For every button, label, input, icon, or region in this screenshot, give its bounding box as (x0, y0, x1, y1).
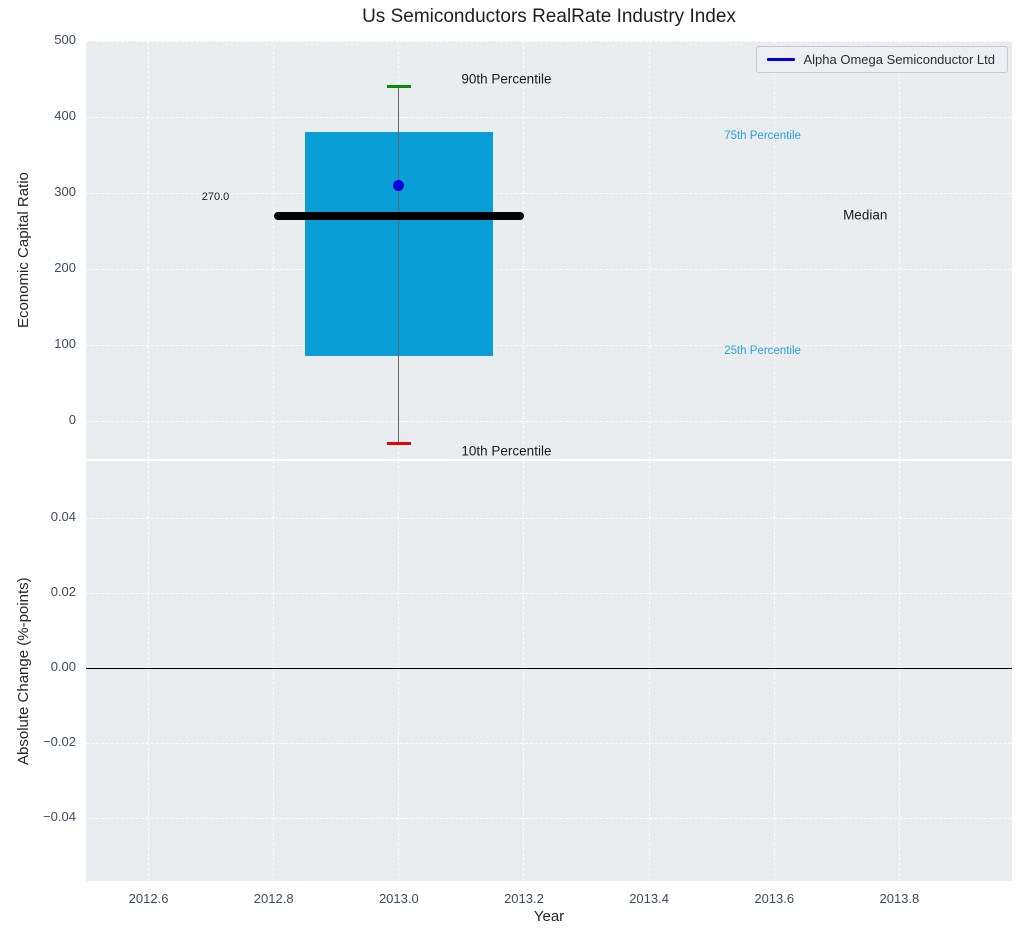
x-gridline (898, 461, 900, 881)
x-gridline (773, 41, 775, 459)
y-gridline (86, 817, 1012, 819)
x-tick-label: 2012.8 (253, 891, 294, 906)
annotation-270-0: 270.0 (201, 190, 230, 203)
p10-cap (386, 441, 411, 446)
y-tick-label: 400 (54, 108, 76, 123)
y-gridline (86, 742, 1012, 744)
x-gridline (773, 461, 775, 881)
annotation-median: Median (843, 207, 888, 223)
x-gridline (148, 461, 150, 881)
y-tick-label: 500 (54, 32, 76, 47)
x-tick-label: 2013.8 (879, 891, 920, 906)
annotation-75th-percentile: 75th Percentile (724, 130, 801, 142)
median-line (273, 211, 524, 220)
y-gridline (86, 40, 1012, 42)
p90-cap (386, 84, 411, 89)
y-tick-label: 300 (54, 184, 76, 199)
zero-line (86, 667, 1012, 670)
y-gridline (86, 192, 1012, 194)
y-tick-label: 0.04 (50, 509, 76, 525)
y-tick-label: 100 (54, 336, 76, 351)
x-tick-label: 2013.6 (754, 891, 795, 906)
y-tick-label: −0.02 (43, 734, 76, 750)
y-tick-label: 200 (54, 260, 76, 275)
y-gridline (86, 344, 1012, 346)
annotation-10th-percentile: 10th Percentile (461, 443, 552, 459)
y-tick-label: 0.02 (50, 584, 76, 600)
x-gridline (398, 461, 400, 881)
company-dot (393, 179, 405, 191)
y-gridline (86, 420, 1012, 422)
y-axis-label-top: Economic Capital Ratio (15, 172, 32, 328)
x-gridline (523, 461, 525, 881)
x-gridline (898, 41, 900, 459)
annotation-90th-percentile: 90th Percentile (461, 71, 552, 87)
y-gridline (86, 268, 1012, 270)
legend-label: Alpha Omega Semiconductor Ltd (803, 52, 996, 67)
annotation-25th-percentile: 25th Percentile (724, 345, 801, 358)
legend-line-sample (766, 58, 795, 61)
bottom-plot: 2012.6 2012.8 2013.0 2013.2 2013.4 2013.6 2013… (43, 461, 1012, 906)
y-gridline (86, 116, 1012, 118)
x-axis-label: Year (533, 908, 565, 925)
y-tick-label: 0.00 (50, 659, 76, 675)
x-gridline (273, 41, 275, 459)
whisker-line (398, 86, 400, 444)
x-gridline (648, 41, 650, 459)
legend: Alpha Omega Semiconductor Ltd (755, 46, 1008, 73)
x-tick-label: 2012.6 (128, 891, 169, 906)
x-gridline (273, 461, 275, 881)
x-gridline (148, 41, 150, 459)
x-tick-label: 2013.4 (629, 891, 669, 906)
y-tick-label: 0 (68, 412, 76, 427)
x-gridline (523, 41, 525, 459)
top-plot: Alpha Omega Semiconductor Ltd 0 100 200 300… (54, 32, 1012, 459)
y-axis-label-bottom: Absolute Change (%-points) (15, 577, 32, 765)
x-tick-label: 2013.0 (378, 891, 419, 906)
y-gridline (86, 592, 1012, 594)
x-gridline (648, 461, 650, 881)
chart-title: Us Semiconductors RealRate Industry Inde… (362, 6, 736, 27)
y-tick-label: −0.04 (43, 809, 76, 825)
y-gridline (86, 517, 1012, 519)
x-tick-label: 2013.2 (504, 891, 544, 906)
